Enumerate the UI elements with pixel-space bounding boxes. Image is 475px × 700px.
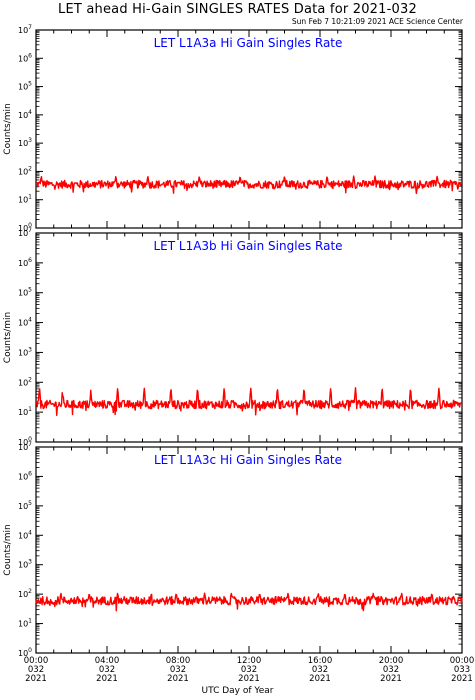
- y-tick-label: 102: [18, 588, 32, 599]
- y-tick-label: 100: [18, 647, 32, 658]
- y-tick-label: 104: [18, 109, 32, 120]
- y-tick-label: 103: [18, 346, 32, 357]
- x-tick-label: 032: [241, 665, 257, 675]
- x-tick-label: 2021: [309, 674, 331, 684]
- y-tick-label: 106: [18, 52, 32, 63]
- x-tick-label: 00:00: [450, 656, 475, 666]
- panel-title: LET L1A3c Hi Gain Singles Rate: [154, 453, 342, 467]
- y-axis-label: Counts/min: [3, 103, 13, 154]
- x-tick-label: 032: [28, 665, 44, 675]
- panel-title: LET L1A3b Hi Gain Singles Rate: [153, 239, 342, 253]
- y-tick-label: 107: [18, 227, 32, 238]
- y-tick-label: 105: [18, 500, 32, 511]
- x-tick-label: 08:00: [166, 656, 191, 666]
- y-axis-label: Counts/min: [3, 312, 13, 363]
- x-tick-label: 032: [312, 665, 328, 675]
- y-tick-label: 105: [18, 287, 32, 298]
- panel-frame: [35, 29, 463, 229]
- series-line: [35, 592, 463, 612]
- y-tick-label: 100: [18, 436, 32, 447]
- panel-1: 100 101 102 103 104 105 106 107 Counts/min LET L1…: [3, 24, 463, 233]
- x-tick-label: 032: [170, 665, 186, 675]
- x-tick-label: 16:00: [308, 656, 333, 666]
- series-line: [35, 387, 463, 416]
- y-tick-label: 104: [18, 317, 32, 328]
- x-tick-label: 2021: [451, 674, 473, 684]
- x-tick-label: 00:00: [24, 656, 49, 666]
- y-tick-label: 103: [18, 559, 32, 570]
- x-tick-label: 12:00: [237, 656, 262, 666]
- x-tick-label: 2021: [380, 674, 402, 684]
- x-tick-label: 032: [99, 665, 115, 675]
- y-tick-label: 102: [18, 165, 32, 176]
- x-tick-label: 033: [454, 665, 470, 675]
- panel-title: LET L1A3a Hi Gain Singles Rate: [154, 36, 343, 50]
- y-tick-label: 102: [18, 376, 32, 387]
- x-tick-label: 2021: [238, 674, 260, 684]
- timestamp-label: Sun Feb 7 10:21:09 2021 ACE Science Cent…: [291, 17, 463, 26]
- y-tick-label: 101: [18, 406, 32, 417]
- y-tick-label: 105: [18, 81, 32, 92]
- y-tick-label: 101: [18, 618, 32, 629]
- y-tick-label: 101: [18, 194, 32, 205]
- x-tick-label: 032: [383, 665, 399, 675]
- panel-2: 100 101 102 103 104 105 106 107 Counts/min LET L1…: [3, 227, 463, 447]
- series-line: [35, 175, 463, 195]
- y-tick-label: 106: [18, 470, 32, 481]
- x-tick-label: 2021: [167, 674, 189, 684]
- y-tick-label: 107: [18, 441, 32, 452]
- y-axis-label: Counts/min: [3, 524, 13, 575]
- page-title: LET ahead Hi-Gain SINGLES RATES Data for…: [58, 2, 417, 17]
- y-tick-label: 106: [18, 257, 32, 268]
- x-tick-label: 2021: [25, 674, 47, 684]
- x-tick-label: 20:00: [379, 656, 404, 666]
- panel-frame: [35, 232, 463, 443]
- panel-3: 100 101 102 103 104 105 106 107 Counts/min LET L1…: [3, 441, 463, 658]
- panel-frame: [35, 446, 463, 654]
- y-tick-label: 103: [18, 137, 32, 148]
- x-tick-label: 2021: [96, 674, 118, 684]
- y-tick-label: 104: [18, 529, 32, 540]
- y-tick-label: 100: [18, 222, 32, 233]
- y-tick-label: 107: [18, 24, 32, 35]
- x-axis-label: UTC Day of Year: [201, 686, 274, 696]
- x-tick-label: 04:00: [95, 656, 120, 666]
